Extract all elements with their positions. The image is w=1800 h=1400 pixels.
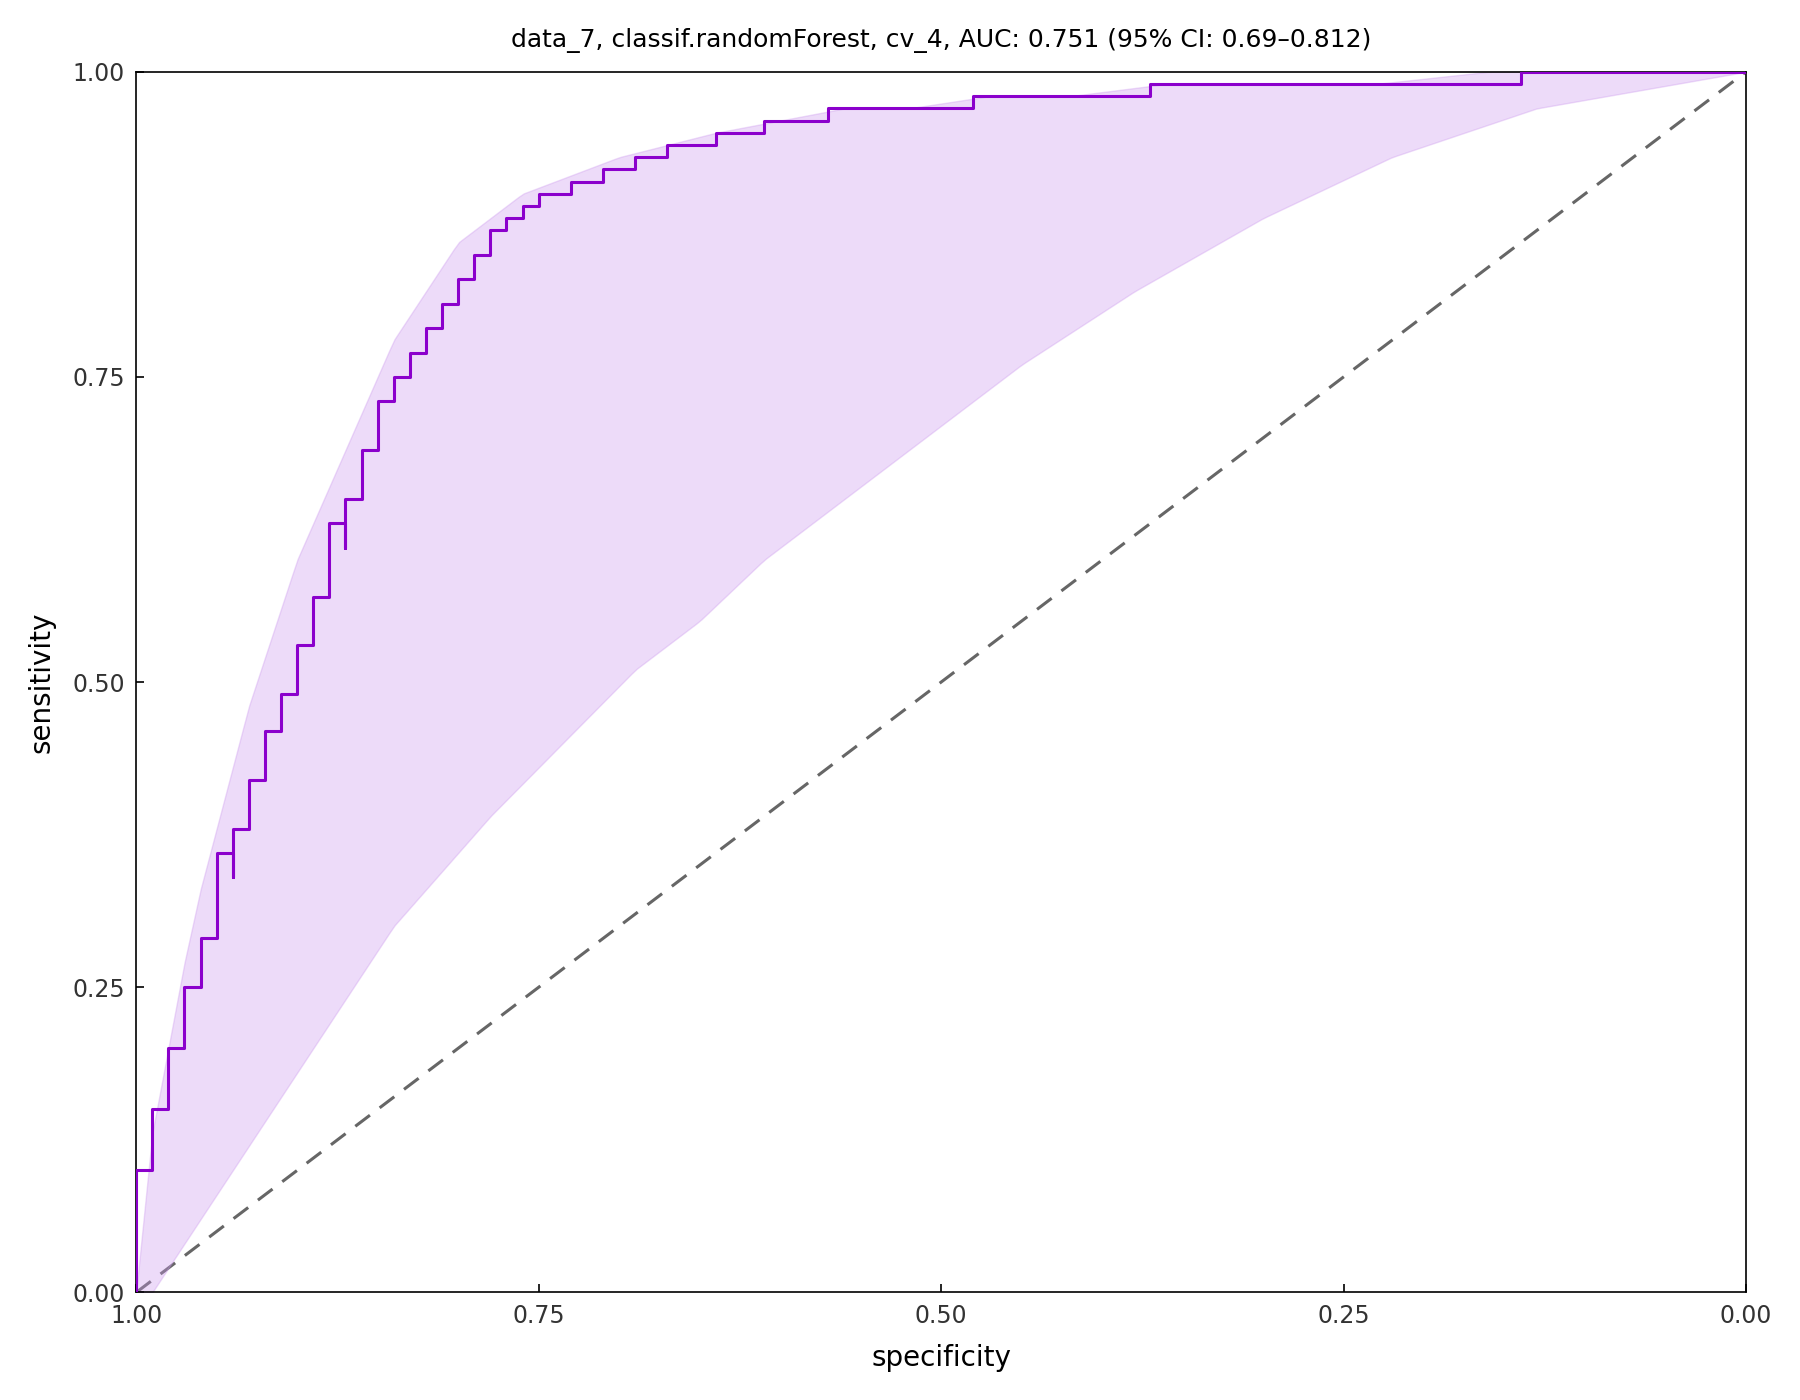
Title: data_7, classif.randomForest, cv_4, AUC: 0.751 (95% CI: 0.69–0.812): data_7, classif.randomForest, cv_4, AUC:…	[511, 28, 1372, 53]
X-axis label: specificity: specificity	[871, 1344, 1012, 1372]
Y-axis label: sensitivity: sensitivity	[27, 612, 56, 753]
